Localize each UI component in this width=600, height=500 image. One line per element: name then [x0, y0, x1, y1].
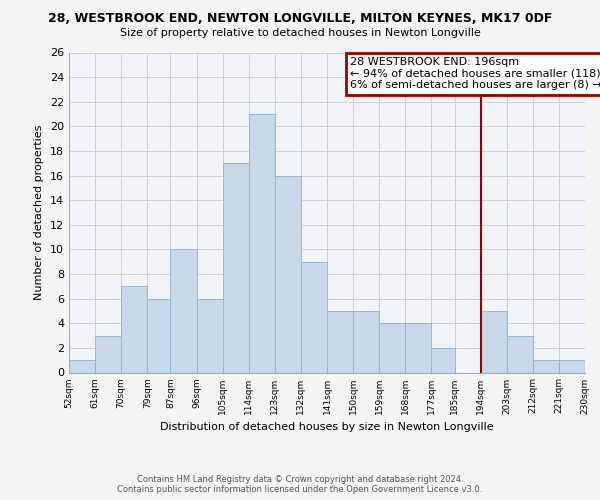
Bar [507, 336, 533, 372]
Bar [533, 360, 559, 372]
Text: 28 WESTBROOK END: 196sqm
← 94% of detached houses are smaller (118)
6% of semi-d: 28 WESTBROOK END: 196sqm ← 94% of detach… [350, 58, 600, 90]
Text: Size of property relative to detached houses in Newton Longville: Size of property relative to detached ho… [119, 28, 481, 38]
Bar [353, 311, 379, 372]
Bar [223, 164, 249, 372]
Bar [327, 311, 353, 372]
Bar [249, 114, 275, 372]
Bar [275, 176, 301, 372]
Bar [559, 360, 585, 372]
Text: Contains HM Land Registry data © Crown copyright and database right 2024.
Contai: Contains HM Land Registry data © Crown c… [118, 474, 482, 494]
Bar [147, 298, 170, 372]
Bar [95, 336, 121, 372]
Bar [379, 324, 405, 372]
Bar [405, 324, 431, 372]
Bar [170, 250, 197, 372]
Bar [197, 298, 223, 372]
Bar [431, 348, 455, 372]
X-axis label: Distribution of detached houses by size in Newton Longville: Distribution of detached houses by size … [160, 422, 494, 432]
Bar [69, 360, 95, 372]
Bar [481, 311, 507, 372]
Bar [121, 286, 147, 372]
Bar [301, 262, 327, 372]
Y-axis label: Number of detached properties: Number of detached properties [34, 125, 44, 300]
Text: 28, WESTBROOK END, NEWTON LONGVILLE, MILTON KEYNES, MK17 0DF: 28, WESTBROOK END, NEWTON LONGVILLE, MIL… [48, 12, 552, 26]
